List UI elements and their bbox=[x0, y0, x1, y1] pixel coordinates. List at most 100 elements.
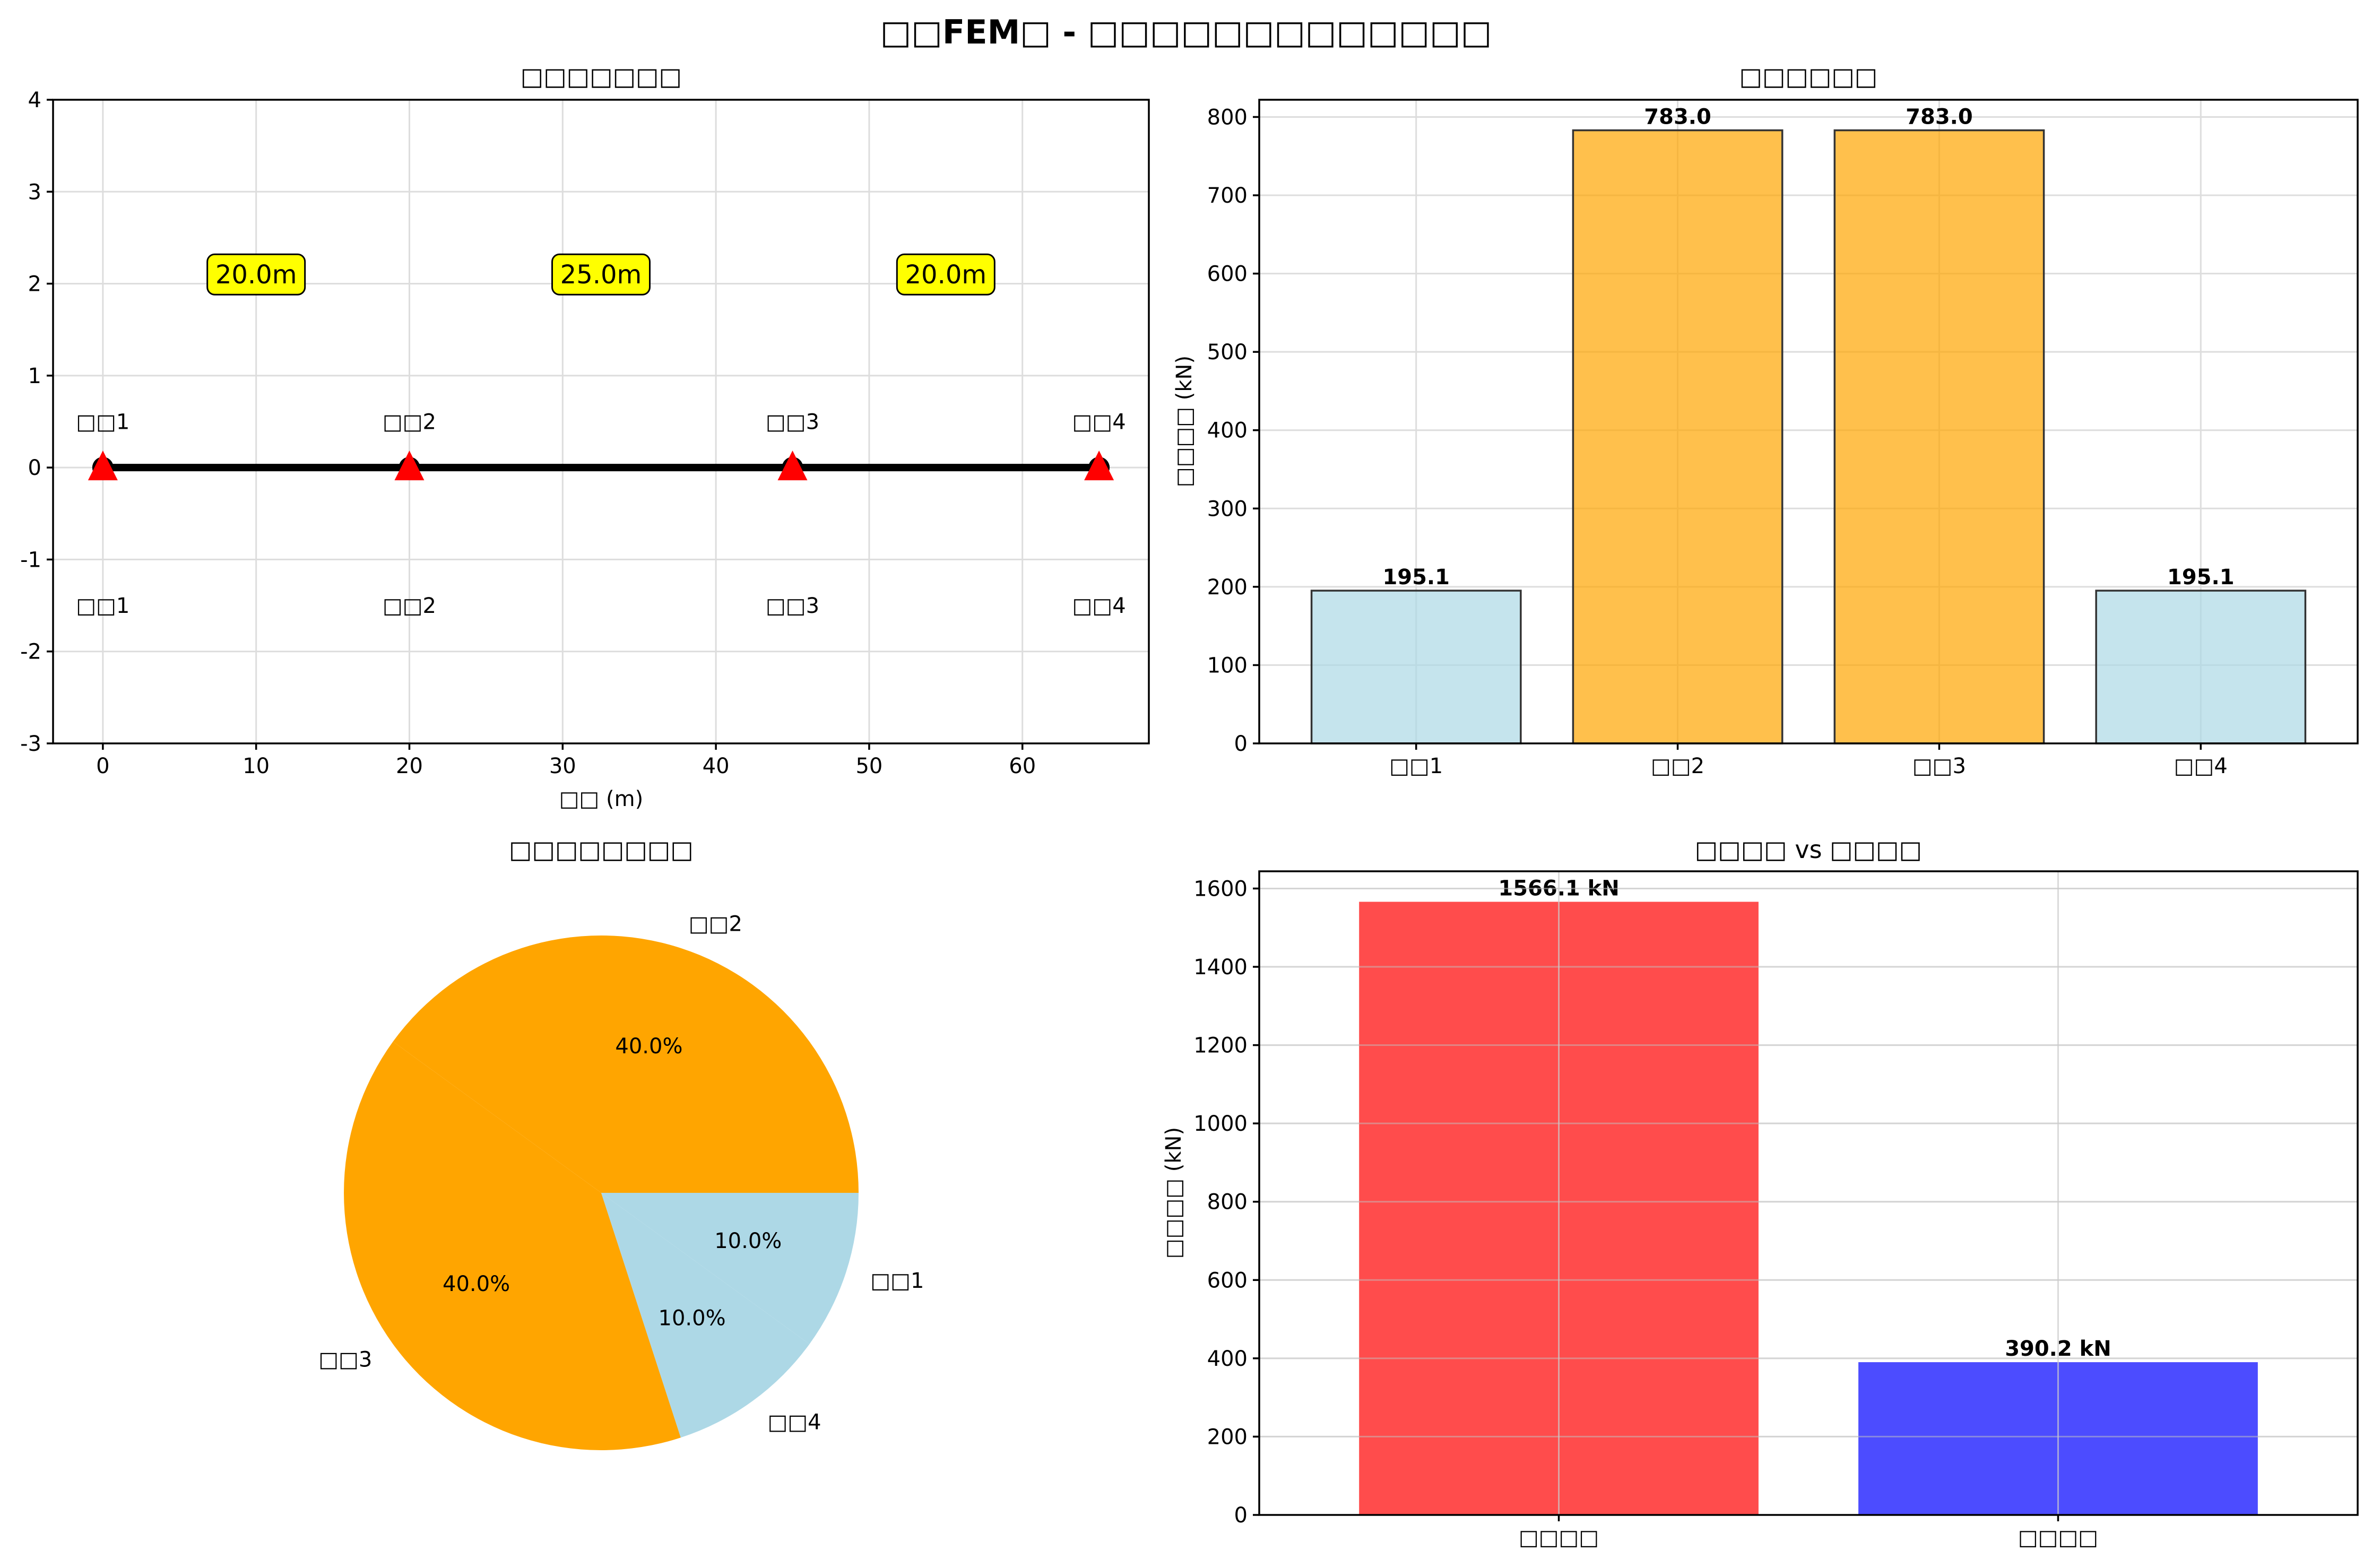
geometry-title: □□□□□□□ bbox=[521, 62, 682, 91]
geometry-ytick-label-3: 0 bbox=[28, 456, 41, 480]
reactions-axes-frame bbox=[1258, 99, 2359, 744]
geometry-ytick-label-0: -3 bbox=[20, 732, 41, 756]
reactions-bar-1 bbox=[1310, 590, 1522, 744]
distribution-title: □□□□□□□□ bbox=[509, 835, 694, 864]
reactions-title: □□□□□□ bbox=[1739, 62, 1878, 91]
comparison-ytick-label-4: 800 bbox=[1207, 1190, 1248, 1215]
pie-slice-3 bbox=[343, 1041, 681, 1451]
distribution-marks: 10.0% □□1 40.0% □□2 40.0% □□3 10.0% □□4 bbox=[318, 912, 924, 1451]
pie-label-4: □□4 bbox=[768, 1410, 821, 1435]
geometry-xtick-label-4: 40 bbox=[703, 754, 730, 778]
node-label-top-1: □□1 bbox=[76, 410, 129, 435]
comparison-marks: 1566.1 kN390.2 kN bbox=[1259, 871, 2358, 1516]
geometry-ytick-label-4: 1 bbox=[28, 364, 41, 388]
geometry-ytick-label-1: -2 bbox=[20, 640, 41, 664]
geometry-panel: □□□□□□□ □□1 □□1 □□2 □□2 □□3 □□3 □□4 □□4 20.0m 25.… bbox=[20, 62, 1150, 811]
reactions-xtick-label-4: □□4 bbox=[2174, 754, 2228, 778]
node-label-top-3: □□3 bbox=[766, 410, 819, 435]
pie-label-3: □□3 bbox=[318, 1348, 372, 1372]
comparison-ytick-label-3: 600 bbox=[1207, 1268, 1248, 1293]
node-label-top-2: □□2 bbox=[383, 410, 436, 435]
reactions-xtick-label-1: □□1 bbox=[1389, 754, 1443, 778]
reactions-ytick-label-4: 400 bbox=[1207, 419, 1248, 443]
support-marker-2 bbox=[394, 451, 425, 481]
reactions-ticks: 0 100 200 300 400 500 600 700 800 □□1 □□2 □□3 □□4 bbox=[1207, 105, 2228, 778]
geometry-xlabel: □□ (m) bbox=[559, 787, 643, 811]
support-marker-4 bbox=[1084, 451, 1114, 481]
span-label-1: 20.0m bbox=[215, 260, 297, 290]
geometry-xtick-label-5: 50 bbox=[855, 754, 882, 778]
comparison-ytick-label-1: 200 bbox=[1207, 1425, 1248, 1449]
reactions-xtick-label-3: □□3 bbox=[1912, 754, 1966, 778]
reactions-ytick-label-5: 500 bbox=[1207, 340, 1248, 365]
reactions-bar-4 bbox=[2095, 590, 2307, 744]
comparison-panel: □□□□ vs □□□□ 1566.1 kN390.2 kN 0 200 400 60… bbox=[1162, 835, 2359, 1550]
geometry-ytick-label-2: -1 bbox=[20, 548, 41, 572]
reactions-panel: □□□□□□ 195.1 783.0 783.0 195.1 0 100 200 300 40… bbox=[1172, 62, 2359, 778]
reactions-marks: 195.1 783.0 783.0 195.1 bbox=[1310, 105, 2307, 744]
reactions-ylabel: □□□□ (kN) bbox=[1172, 356, 1197, 487]
comparison-title: □□□□ vs □□□□ bbox=[1695, 835, 1922, 864]
reactions-value-label-1: 195.1 bbox=[1382, 565, 1450, 590]
geometry-xtick-label-6: 60 bbox=[1009, 754, 1036, 778]
comparison-xtick-label-2: □□□□ bbox=[2018, 1526, 2098, 1550]
pie-pct-label-1: 10.0% bbox=[714, 1229, 782, 1253]
node-label-bottom-4: □□4 bbox=[1072, 594, 1126, 618]
geometry-grid bbox=[53, 99, 1149, 744]
reactions-ytick-label-8: 800 bbox=[1207, 105, 1248, 129]
span-label-3: 20.0m bbox=[905, 260, 987, 290]
reactions-ytick-label-7: 700 bbox=[1207, 184, 1248, 208]
reactions-ytick-label-3: 300 bbox=[1207, 497, 1248, 521]
pie-pct-label-2: 40.0% bbox=[615, 1034, 682, 1059]
comparison-ytick-label-7: 1400 bbox=[1193, 955, 1248, 980]
pie-slice-1 bbox=[601, 1193, 859, 1345]
comparison-ytick-label-2: 400 bbox=[1207, 1347, 1248, 1371]
comparison-ticks: 0 200 400 600 800 1000 1200 1400 1600 □□□□ □□□□ bbox=[1193, 877, 2098, 1550]
geometry-ytick-label-5: 2 bbox=[28, 272, 41, 297]
pie-pct-label-4: 10.0% bbox=[659, 1306, 726, 1330]
span-label-2: 25.0m bbox=[560, 260, 642, 290]
geometry-xtick-label-3: 30 bbox=[549, 754, 576, 778]
geometry-xtick-label-0: 0 bbox=[96, 754, 109, 778]
reactions-bar-3 bbox=[1833, 129, 2045, 744]
geometry-marks: □□1 □□1 □□2 □□2 □□3 □□3 □□4 □□4 20.0m 25.0m 20.0m bbox=[76, 253, 1126, 618]
geometry-xtick-label-1: 10 bbox=[243, 754, 270, 778]
span-box-2 bbox=[551, 253, 651, 296]
node-label-top-4: □□4 bbox=[1072, 410, 1126, 435]
comparison-ytick-label-8: 1600 bbox=[1193, 877, 1248, 901]
geometry-ticks: 0 10 20 30 40 50 60 -3 -2 -1 0 1 2 3 4 bbox=[20, 88, 1036, 778]
pie-slice-2 bbox=[393, 935, 859, 1193]
reactions-xtick-label-2: □□2 bbox=[1651, 754, 1704, 778]
support-marker-3 bbox=[777, 451, 808, 481]
reactions-value-label-2: 783.0 bbox=[1644, 105, 1711, 129]
comparison-ytick-label-5: 1000 bbox=[1193, 1112, 1248, 1136]
reactions-value-label-3: 783.0 bbox=[1906, 105, 1973, 129]
node-label-bottom-1: □□1 bbox=[76, 594, 129, 618]
node-label-bottom-3: □□3 bbox=[766, 594, 819, 618]
reactions-ytick-label-0: 0 bbox=[1234, 732, 1248, 756]
reactions-value-label-4: 195.1 bbox=[2167, 565, 2235, 590]
comparison-ylabel: □□□□ (kN) bbox=[1162, 1127, 1186, 1259]
pie-pct-label-3: 40.0% bbox=[443, 1272, 510, 1296]
pie-label-2: □□2 bbox=[689, 912, 742, 937]
node-label-bottom-2: □□2 bbox=[383, 594, 436, 618]
geometry-ytick-label-7: 4 bbox=[28, 88, 41, 112]
comparison-ytick-label-0: 0 bbox=[1234, 1503, 1248, 1528]
geometry-xtick-label-2: 20 bbox=[396, 754, 423, 778]
comparison-axes-frame bbox=[1258, 870, 2359, 1516]
distribution-panel: □□□□□□□□ 10.0% □□1 40.0% □□2 40.0% □□3 10.0% □□… bbox=[318, 835, 924, 1451]
pie-label-1: □□1 bbox=[870, 1269, 924, 1293]
figure-title: □□FEM□ - □□□□□□□□□□□□□ bbox=[880, 13, 1492, 51]
reactions-bar-2 bbox=[1572, 129, 1784, 744]
comparison-ytick-label-6: 1200 bbox=[1193, 1034, 1248, 1058]
reactions-ytick-label-1: 100 bbox=[1207, 653, 1248, 678]
comparison-xtick-label-1: □□□□ bbox=[1519, 1526, 1599, 1550]
reactions-ytick-label-6: 600 bbox=[1207, 262, 1248, 287]
geometry-axes-frame bbox=[52, 99, 1150, 744]
span-box-3 bbox=[896, 253, 995, 296]
reactions-ytick-label-2: 200 bbox=[1207, 575, 1248, 600]
pie-slice-4 bbox=[601, 1193, 810, 1438]
geometry-ytick-label-6: 3 bbox=[28, 180, 41, 204]
span-box-1 bbox=[206, 253, 306, 296]
